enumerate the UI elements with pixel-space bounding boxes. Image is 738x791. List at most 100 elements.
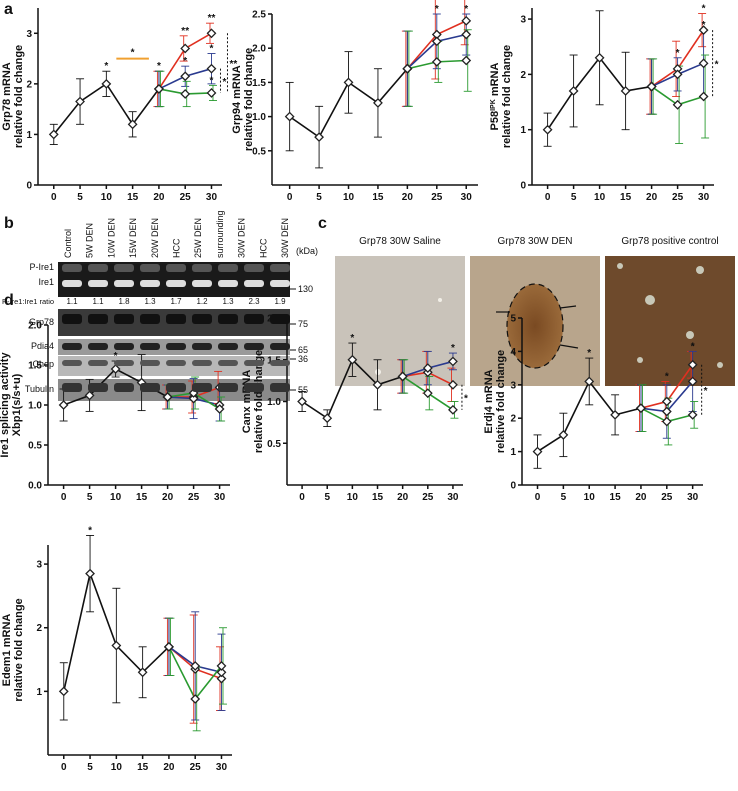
y-axis-label: Erdj4 mRNA bbox=[483, 369, 495, 433]
y-tick-label: 0.5 bbox=[28, 441, 42, 452]
micrograph-detail bbox=[438, 298, 442, 302]
y-tick-label: 4 bbox=[510, 347, 516, 358]
band bbox=[114, 360, 134, 366]
point bbox=[698, 25, 709, 36]
point bbox=[110, 364, 121, 374]
band bbox=[192, 280, 212, 287]
kda-label: 55 bbox=[298, 385, 308, 395]
point bbox=[314, 132, 325, 143]
y-axis-label-part: Edem1 mRNA bbox=[1, 614, 13, 687]
point bbox=[698, 58, 709, 69]
point bbox=[347, 354, 358, 365]
micrograph-detail bbox=[637, 357, 643, 363]
y-axis-label-part: Xbp1(s/s+u) bbox=[11, 373, 23, 436]
x-tick-label: 5 bbox=[316, 192, 322, 203]
x-tick-label: 0 bbox=[61, 492, 67, 503]
point bbox=[190, 660, 201, 671]
band bbox=[244, 264, 264, 272]
y-tick-label: 1 bbox=[26, 130, 32, 141]
band bbox=[270, 343, 290, 350]
point bbox=[180, 89, 191, 99]
lane-label: 30W DEN bbox=[237, 218, 247, 258]
band bbox=[166, 264, 186, 272]
y-axis-label: relative fold change bbox=[13, 598, 25, 701]
y-axis-label-part: relative fold change bbox=[243, 48, 255, 151]
point bbox=[558, 429, 569, 440]
annotation: * bbox=[587, 348, 591, 359]
point bbox=[180, 71, 191, 82]
annotation: * bbox=[702, 20, 706, 31]
micrograph bbox=[335, 256, 465, 386]
y-tick-label: 3 bbox=[36, 560, 42, 571]
point bbox=[620, 86, 631, 96]
ratio-value: 1.8 bbox=[118, 297, 130, 306]
y-axis-label: P58IPK mRNA bbox=[489, 62, 501, 130]
micrograph-detail bbox=[617, 263, 623, 269]
point bbox=[461, 55, 472, 66]
annotation: ** bbox=[229, 59, 237, 70]
x-tick-label: 20 bbox=[635, 492, 647, 503]
band bbox=[114, 280, 134, 287]
annotation: * bbox=[222, 77, 226, 88]
row-label: Ire1 bbox=[38, 277, 54, 287]
y-axis-label-part: Ire1 splicing activity bbox=[0, 352, 11, 458]
point bbox=[661, 396, 672, 407]
panel-label: c bbox=[318, 215, 327, 232]
band bbox=[62, 383, 82, 392]
point bbox=[532, 446, 543, 457]
point bbox=[568, 86, 579, 96]
point bbox=[448, 404, 458, 415]
point bbox=[84, 390, 95, 401]
point bbox=[431, 36, 442, 47]
point bbox=[422, 388, 433, 399]
annotation: * bbox=[114, 351, 118, 362]
x-tick-label: 15 bbox=[127, 192, 139, 203]
band bbox=[270, 383, 290, 392]
x-tick-label: 0 bbox=[287, 192, 293, 203]
x-tick-label: 30 bbox=[698, 192, 710, 203]
y-tick-label: 1.0 bbox=[267, 397, 281, 408]
band bbox=[192, 343, 212, 350]
row-label: Pdia4 bbox=[31, 341, 54, 351]
lane-label: HCC bbox=[258, 238, 268, 258]
band bbox=[244, 280, 264, 287]
row-label: P-Ire1 bbox=[29, 262, 54, 272]
band bbox=[166, 314, 186, 324]
y-tick-label: 2 bbox=[510, 414, 516, 425]
x-tick-label: 30 bbox=[214, 492, 226, 503]
annotation: * bbox=[104, 61, 108, 72]
point bbox=[58, 400, 69, 410]
point bbox=[372, 379, 383, 390]
band bbox=[244, 314, 264, 324]
micrograph-detail bbox=[506, 283, 564, 369]
annotation: * bbox=[131, 48, 135, 59]
annotation: * bbox=[691, 341, 695, 352]
annotation: * bbox=[715, 59, 719, 70]
band bbox=[140, 264, 160, 272]
x-tick-label: 5 bbox=[561, 492, 567, 503]
band bbox=[140, 360, 160, 366]
y-tick-label: 1 bbox=[36, 687, 42, 698]
point bbox=[101, 78, 112, 89]
point bbox=[542, 124, 553, 135]
y-tick-label: 5 bbox=[510, 314, 516, 325]
ratio-value: 1.1 bbox=[66, 297, 78, 306]
lane-label: 30W DEN bbox=[280, 218, 290, 258]
annotation: * bbox=[464, 4, 468, 15]
y-tick-label: 2.5 bbox=[252, 10, 266, 21]
band bbox=[218, 280, 238, 287]
y-axis-label-part: mRNA bbox=[489, 62, 501, 99]
point bbox=[216, 667, 227, 678]
lane-label: 25W DEN bbox=[193, 218, 203, 258]
annotation: * bbox=[435, 4, 439, 15]
band bbox=[244, 343, 264, 350]
x-tick-label: 20 bbox=[402, 192, 414, 203]
point bbox=[422, 363, 433, 374]
point bbox=[216, 673, 227, 684]
point bbox=[594, 52, 605, 63]
y-tick-label: 1 bbox=[510, 447, 516, 458]
y-tick-label: 0 bbox=[510, 481, 516, 492]
y-tick-label: 0 bbox=[26, 181, 32, 192]
band bbox=[62, 264, 82, 272]
band bbox=[244, 360, 264, 366]
